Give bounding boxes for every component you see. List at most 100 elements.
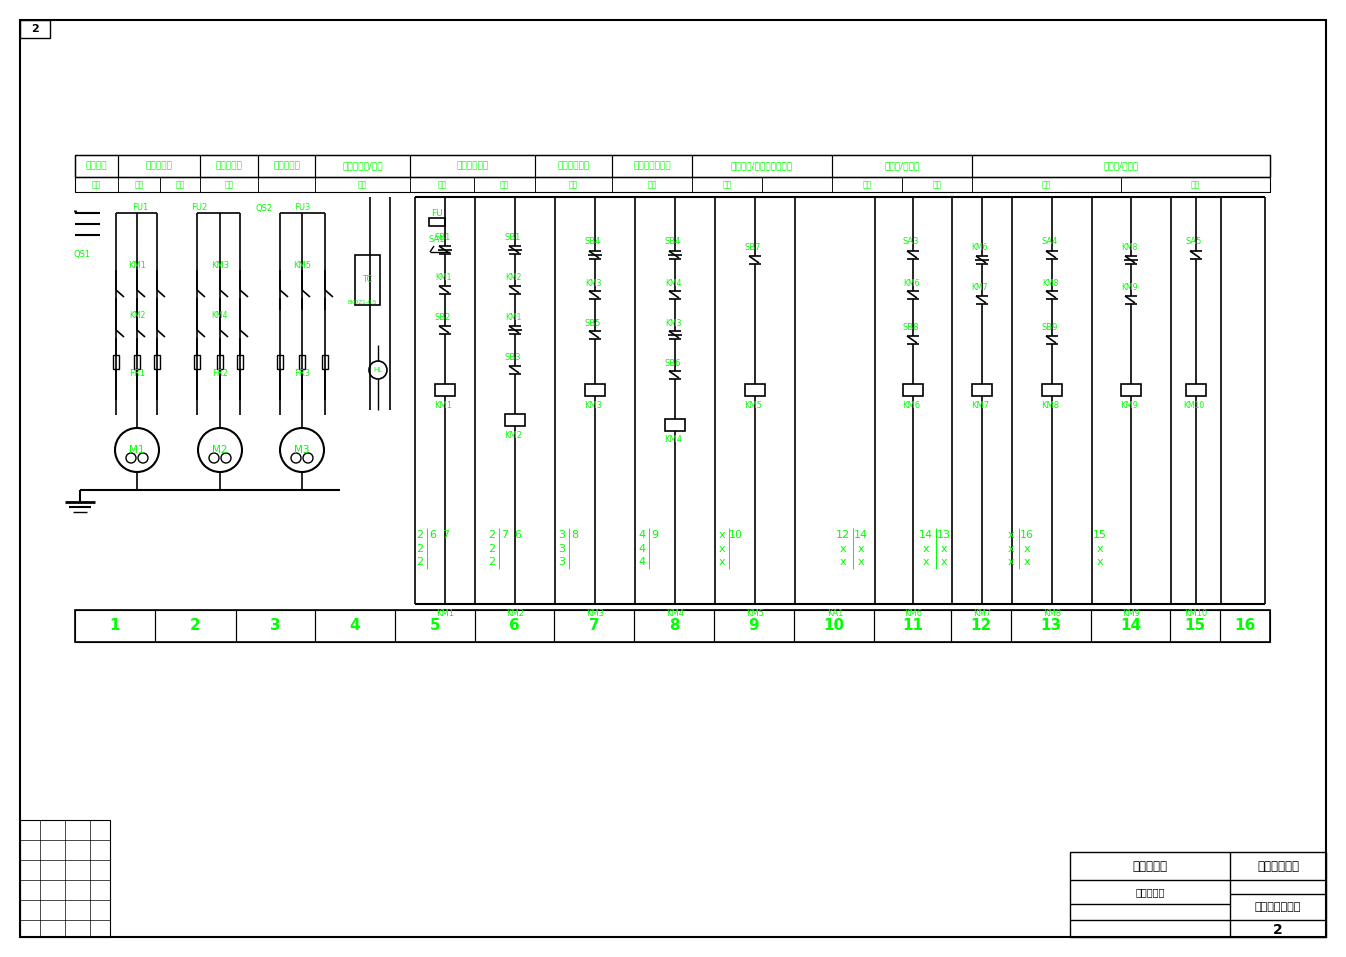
Text: 组合: 组合 bbox=[1191, 180, 1201, 189]
Text: 14: 14 bbox=[919, 530, 933, 540]
Bar bbox=[435, 384, 455, 396]
Text: 组合: 组合 bbox=[647, 180, 657, 189]
Text: 去毛刺专用机床: 去毛刺专用机床 bbox=[1254, 902, 1302, 912]
Bar bbox=[394, 610, 475, 642]
Text: x: x bbox=[1097, 557, 1104, 567]
Bar bbox=[429, 218, 446, 226]
Bar bbox=[1186, 384, 1206, 396]
Bar bbox=[258, 155, 315, 177]
Bar bbox=[20, 20, 50, 38]
Text: KM10: KM10 bbox=[1183, 400, 1205, 410]
Bar bbox=[75, 177, 1271, 192]
Text: x: x bbox=[719, 530, 725, 540]
Text: KM8: KM8 bbox=[1121, 242, 1137, 252]
Text: SB1: SB1 bbox=[505, 233, 521, 241]
Bar bbox=[692, 177, 762, 192]
Text: 组合: 组合 bbox=[225, 180, 234, 189]
Text: x: x bbox=[923, 544, 929, 554]
Text: KM2: KM2 bbox=[503, 431, 522, 439]
Text: x: x bbox=[1008, 557, 1015, 567]
Text: KM8: KM8 bbox=[1040, 400, 1059, 410]
Bar bbox=[874, 610, 952, 642]
Bar bbox=[972, 384, 992, 396]
Text: 扬州职业大学: 扬州职业大学 bbox=[1257, 859, 1299, 873]
Text: 欠压失整/欠失量继续控制: 欠压失整/欠失量继续控制 bbox=[731, 162, 793, 170]
Bar bbox=[322, 355, 328, 369]
Text: 4: 4 bbox=[638, 544, 646, 554]
Text: FU: FU bbox=[431, 209, 443, 217]
Text: KM3: KM3 bbox=[584, 278, 602, 287]
Text: KM6: KM6 bbox=[902, 400, 921, 410]
Text: KM6: KM6 bbox=[972, 242, 988, 252]
Bar bbox=[972, 177, 1121, 192]
Text: 6: 6 bbox=[514, 530, 521, 540]
Text: KM3: KM3 bbox=[584, 400, 602, 410]
Bar bbox=[299, 355, 306, 369]
Text: KM2: KM2 bbox=[129, 311, 145, 321]
Text: KM10: KM10 bbox=[1184, 610, 1207, 618]
Bar bbox=[411, 155, 534, 177]
Text: FR3: FR3 bbox=[293, 368, 310, 377]
Text: KM7: KM7 bbox=[970, 400, 989, 410]
Bar bbox=[1121, 177, 1271, 192]
Bar bbox=[1070, 852, 1326, 937]
Text: KM8: KM8 bbox=[1043, 610, 1061, 618]
Bar bbox=[692, 155, 832, 177]
Bar bbox=[972, 155, 1271, 177]
Bar bbox=[475, 610, 555, 642]
Bar bbox=[505, 414, 525, 426]
Text: x: x bbox=[1008, 530, 1015, 540]
Text: 15: 15 bbox=[1184, 618, 1206, 634]
Bar bbox=[135, 355, 140, 369]
Text: 2: 2 bbox=[489, 544, 495, 554]
Text: x: x bbox=[857, 557, 864, 567]
Text: 14: 14 bbox=[1120, 618, 1141, 634]
Text: 组合: 组合 bbox=[499, 180, 509, 189]
Text: x: x bbox=[719, 557, 725, 567]
Text: 组合: 组合 bbox=[437, 180, 447, 189]
Text: KM7: KM7 bbox=[973, 610, 991, 618]
Bar bbox=[20, 820, 110, 937]
Text: KM3: KM3 bbox=[665, 319, 681, 327]
Bar bbox=[315, 610, 394, 642]
Text: 组合: 组合 bbox=[1042, 180, 1051, 189]
Bar bbox=[902, 177, 972, 192]
Text: SA5: SA5 bbox=[1186, 237, 1202, 247]
Text: SB1: SB1 bbox=[435, 233, 451, 241]
Text: 2: 2 bbox=[489, 530, 495, 540]
Text: QS1: QS1 bbox=[74, 251, 90, 259]
Text: 2: 2 bbox=[489, 557, 495, 567]
Text: KM4: KM4 bbox=[666, 610, 684, 618]
Bar bbox=[75, 610, 155, 642]
Text: 控制变压器/照明: 控制变压器/照明 bbox=[342, 162, 382, 170]
Text: KM7: KM7 bbox=[972, 283, 988, 293]
Text: SA4: SA4 bbox=[1042, 237, 1058, 247]
Text: 12: 12 bbox=[970, 618, 992, 634]
Bar bbox=[952, 610, 1011, 642]
Text: SB8: SB8 bbox=[903, 323, 919, 332]
Bar bbox=[75, 177, 118, 192]
Bar bbox=[612, 155, 692, 177]
Text: 14: 14 bbox=[853, 530, 868, 540]
Text: KM1: KM1 bbox=[505, 314, 521, 323]
Bar bbox=[744, 384, 765, 396]
Text: KM4: KM4 bbox=[665, 278, 681, 287]
Text: 3: 3 bbox=[559, 530, 565, 540]
Bar bbox=[160, 177, 201, 192]
Bar bbox=[315, 155, 411, 177]
Text: SB4: SB4 bbox=[584, 237, 602, 247]
Text: 6: 6 bbox=[429, 530, 436, 540]
Text: 11: 11 bbox=[902, 618, 923, 634]
Text: 全机进/退控制: 全机进/退控制 bbox=[1104, 162, 1139, 170]
Bar bbox=[534, 155, 612, 177]
Bar bbox=[155, 610, 236, 642]
Text: x: x bbox=[1024, 544, 1030, 554]
Text: 10: 10 bbox=[730, 530, 743, 540]
Text: 电源开关: 电源开关 bbox=[86, 162, 108, 170]
Text: KM4: KM4 bbox=[211, 311, 229, 321]
Text: 13: 13 bbox=[937, 530, 952, 540]
Text: 正转: 正转 bbox=[135, 180, 144, 189]
Text: KM3: KM3 bbox=[211, 260, 229, 270]
Text: 2: 2 bbox=[416, 557, 424, 567]
Text: 10: 10 bbox=[824, 618, 844, 634]
